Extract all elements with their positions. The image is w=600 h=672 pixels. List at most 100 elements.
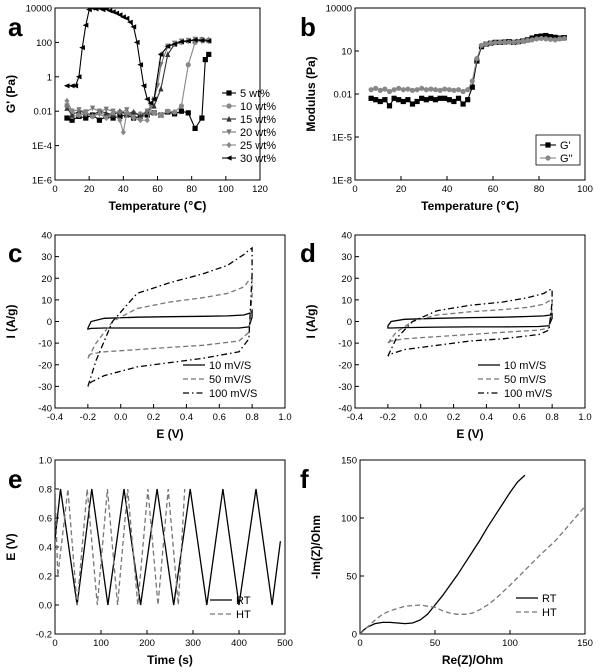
y-tick-label: 30: [41, 252, 52, 263]
data-point: [103, 114, 109, 122]
data-point: [68, 83, 75, 89]
data-point: [110, 115, 116, 121]
data-point: [133, 39, 140, 45]
data-point: [64, 115, 70, 121]
data-point: [178, 39, 185, 45]
data-point: [178, 108, 185, 114]
plot-area: [360, 474, 585, 634]
series-line-rt: [360, 474, 526, 634]
data-point: [400, 87, 406, 93]
y-tick-label: 150: [341, 456, 357, 467]
data-point: [382, 97, 388, 103]
data-point: [64, 103, 70, 110]
x-tick-label: 150: [577, 638, 593, 649]
data-point: [158, 85, 164, 92]
data-point: [465, 87, 471, 93]
x-tick-label: 20: [396, 184, 407, 195]
y-tick-label: -40: [338, 404, 352, 415]
y-tick-label: 0: [47, 317, 52, 328]
y-axis-label: G' (Pa): [4, 75, 18, 113]
plot-area: [387, 288, 553, 357]
data-point: [137, 117, 144, 124]
data-point: [428, 86, 434, 92]
data-point: [373, 85, 379, 91]
data-point: [137, 62, 144, 68]
data-point: [147, 100, 154, 106]
legend-label: 100 mV/S: [209, 388, 257, 400]
data-point: [69, 108, 75, 115]
data-point: [474, 55, 480, 62]
y-tick-label: 10: [41, 295, 52, 306]
data-point: [171, 109, 178, 115]
data-point: [547, 36, 554, 42]
data-point: [409, 87, 416, 93]
series-line-100-mv-s: [387, 288, 553, 357]
y-tick-label: 0.01: [34, 107, 53, 118]
data-point: [511, 39, 517, 45]
y-tick-label: -20: [38, 360, 52, 371]
data-point: [192, 125, 198, 131]
y-tick-label: 10: [341, 47, 352, 58]
series-line-50-mv-s: [387, 298, 553, 344]
data-point: [368, 95, 374, 101]
legend-label: RT: [236, 595, 251, 607]
data-point: [386, 103, 393, 109]
legend: 5 wt%10 wt%15 wt%20 wt%25 wt%30 wt%: [222, 88, 276, 165]
legend-label: HT: [236, 609, 251, 621]
y-tick-label: 0.2: [39, 572, 52, 583]
y-tick-label: 1E-6: [32, 176, 52, 187]
plot-area: [87, 246, 253, 387]
legend-box: [535, 134, 581, 166]
panel-c: c -0.4 -0.2 0.0 0.2 0.4 0.6 0.8 1.0 -40 -30 -20 -10 0…: [4, 231, 292, 442]
data-point: [205, 38, 212, 44]
x-tick-label: -0.2: [380, 412, 396, 423]
x-tick-label: 0: [357, 638, 362, 649]
y-tick-label: 0.01: [334, 90, 353, 101]
legend-label: 15 wt%: [240, 114, 276, 126]
data-point: [83, 115, 89, 121]
data-point: [191, 37, 198, 43]
x-tick-label: 0.8: [546, 412, 559, 423]
plot-area: [55, 488, 282, 606]
x-axis-label: E (V): [156, 427, 183, 441]
data-point: [185, 110, 191, 116]
data-point: [150, 96, 157, 102]
x-tick-label: 0.8: [246, 412, 259, 423]
data-point: [124, 109, 130, 116]
x-tick-label: 0: [352, 184, 357, 195]
legend-marker: [226, 141, 232, 149]
data-point: [451, 98, 457, 105]
y-tick-label: 100: [341, 514, 357, 525]
y-tick-label: 100: [36, 38, 52, 49]
data-point: [157, 51, 164, 58]
x-tick-label: 0: [52, 638, 57, 649]
legend-label: 10 mV/S: [209, 360, 251, 372]
data-point: [96, 117, 103, 123]
data-point: [96, 8, 103, 11]
legend-label: 20 wt%: [240, 127, 276, 139]
data-point: [75, 74, 82, 80]
legend-label: 10 mV/S: [504, 360, 546, 372]
legend-label: 10 wt%: [240, 101, 276, 113]
x-tick-label: 0.2: [447, 412, 460, 423]
x-tick-label: 0.4: [480, 412, 493, 423]
data-point: [69, 117, 75, 123]
panel-letter: b: [300, 12, 316, 42]
data-point: [127, 19, 133, 25]
x-tick-label: 400: [231, 638, 247, 649]
series-line-100-mv-s: [87, 246, 253, 387]
series-line-g: [370, 34, 565, 107]
data-point: [178, 103, 185, 109]
data-point: [455, 95, 462, 101]
data-point: [76, 111, 82, 119]
y-tick-label: 40: [341, 231, 352, 242]
data-point: [534, 36, 540, 42]
legend-marker: [226, 129, 232, 136]
data-point: [451, 87, 457, 93]
x-tick-label: -0.4: [347, 412, 363, 423]
data-point: [391, 95, 397, 101]
data-point: [89, 113, 96, 120]
y-tick-label: -30: [38, 382, 52, 393]
y-tick-label: 0: [347, 317, 352, 328]
legend: G'G'': [535, 134, 581, 166]
